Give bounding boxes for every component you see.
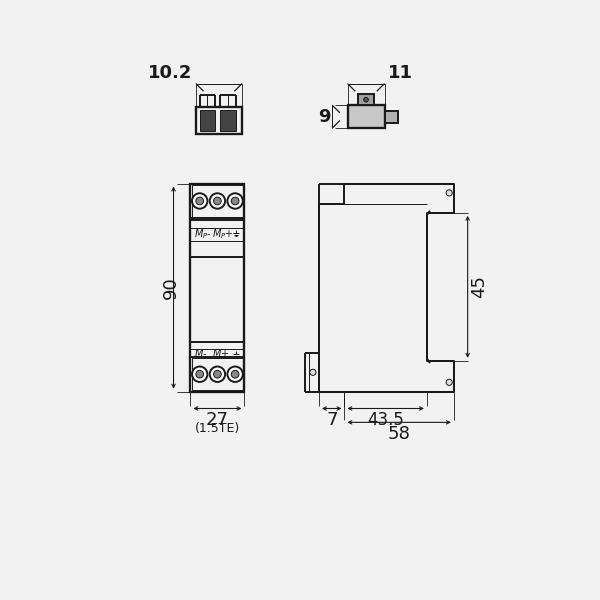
Text: 43.5: 43.5 bbox=[367, 411, 404, 429]
Circle shape bbox=[227, 193, 243, 209]
Text: $M$-: $M$- bbox=[194, 347, 208, 359]
Text: 27: 27 bbox=[206, 411, 229, 429]
Circle shape bbox=[231, 197, 239, 205]
Bar bbox=[190, 184, 244, 392]
Circle shape bbox=[231, 370, 239, 378]
Circle shape bbox=[196, 370, 203, 378]
Circle shape bbox=[227, 367, 243, 382]
Text: 58: 58 bbox=[388, 425, 410, 443]
Circle shape bbox=[364, 97, 368, 102]
Circle shape bbox=[192, 193, 208, 209]
Text: 90: 90 bbox=[162, 276, 180, 299]
Circle shape bbox=[196, 197, 203, 205]
Text: 7: 7 bbox=[326, 411, 338, 429]
Circle shape bbox=[210, 367, 225, 382]
Bar bbox=[192, 185, 243, 217]
Text: 11: 11 bbox=[388, 64, 413, 82]
Circle shape bbox=[210, 193, 225, 209]
Bar bbox=[200, 110, 215, 131]
Bar bbox=[190, 184, 244, 218]
Bar bbox=[196, 107, 242, 134]
Bar bbox=[358, 94, 374, 105]
Circle shape bbox=[446, 190, 452, 196]
Circle shape bbox=[310, 369, 316, 376]
Circle shape bbox=[214, 370, 221, 378]
Text: 9: 9 bbox=[318, 107, 331, 125]
Bar bbox=[347, 105, 385, 128]
Bar bbox=[385, 111, 398, 123]
Circle shape bbox=[192, 367, 208, 382]
Text: $M$+: $M$+ bbox=[212, 347, 229, 359]
Bar bbox=[192, 358, 243, 390]
Text: 10.2: 10.2 bbox=[148, 64, 192, 82]
Bar bbox=[220, 110, 236, 131]
Bar bbox=[190, 357, 244, 392]
Text: (1.5TE): (1.5TE) bbox=[195, 422, 240, 434]
Circle shape bbox=[214, 197, 221, 205]
Circle shape bbox=[446, 379, 452, 385]
Text: $M_{P}$+: $M_{P}$+ bbox=[212, 227, 234, 241]
Text: $M_{P}$-: $M_{P}$- bbox=[194, 227, 212, 241]
Text: 45: 45 bbox=[470, 275, 488, 298]
